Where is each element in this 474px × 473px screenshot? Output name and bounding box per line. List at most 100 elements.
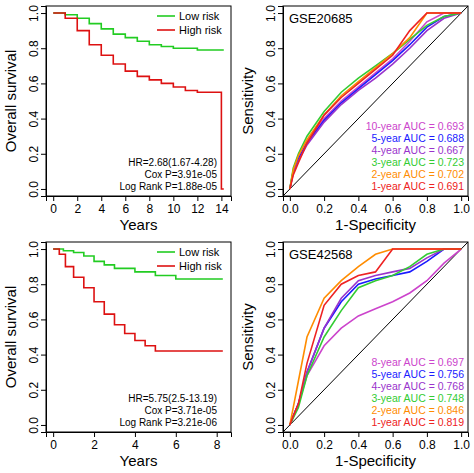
y-tick-label: 0.8 <box>27 40 41 57</box>
y-axis-title: Overall survival <box>2 50 19 153</box>
y-axis-line <box>278 243 284 433</box>
x-tick: 0 <box>50 432 57 452</box>
y-axis-title: Sensitivity <box>239 67 256 135</box>
x-tick-label: 0.6 <box>385 202 402 216</box>
x-tick-label: 14 <box>215 202 229 216</box>
legend-label: 3-year AUC = 0.723 <box>371 156 464 168</box>
x-tick-mark <box>176 432 177 437</box>
y-tick-mark <box>41 189 46 190</box>
x-tick: 12 <box>191 196 205 216</box>
legend-label: 5-year AUC = 0.688 <box>371 132 464 144</box>
x-tick: 4 <box>132 432 139 452</box>
y-tick-label: 0.0 <box>264 181 278 198</box>
x-tick-label: 0.4 <box>351 438 368 452</box>
y-tick-label: 0.6 <box>264 311 278 328</box>
x-tick: 4 <box>98 196 105 216</box>
x-tick-label: 0.8 <box>419 202 436 216</box>
y-tick-label: 1.0 <box>264 5 278 22</box>
x-axis-line <box>47 433 232 438</box>
reference-line <box>283 6 468 196</box>
y-tick-mark <box>278 189 283 190</box>
y-tick-label: 0.4 <box>264 110 278 127</box>
x-tick: 2 <box>91 432 98 452</box>
legend-label: 1-year AUC = 0.819 <box>371 416 464 428</box>
legend-swatch <box>157 29 175 31</box>
legend-label: 8-year AUC = 0.697 <box>371 356 464 368</box>
x-tick: 0.4 <box>351 432 368 452</box>
legend-label: 4-year AUC = 0.768 <box>371 380 464 392</box>
y-tick: 0.4 <box>27 110 46 127</box>
x-tick-mark <box>94 432 95 437</box>
y-tick: 0.0 <box>27 417 46 434</box>
y-tick: 0.0 <box>264 181 283 198</box>
x-tick-mark <box>427 196 428 201</box>
x-tick: 2 <box>74 196 81 216</box>
y-tick: 1.0 <box>27 241 46 258</box>
y-tick: 0.2 <box>27 382 46 399</box>
legend-swatch <box>157 15 175 17</box>
y-tick-mark <box>41 48 46 49</box>
y-tick-label: 0.6 <box>264 75 278 92</box>
x-tick: 8 <box>146 196 153 216</box>
x-tick: 0.6 <box>385 196 402 216</box>
legend-label: High risk <box>179 260 222 272</box>
x-tick-mark <box>461 432 462 437</box>
plot-area <box>283 6 468 196</box>
x-tick-mark <box>221 196 222 201</box>
legend-label: 10-year AUC = 0.693 <box>366 120 465 132</box>
x-tick-mark <box>77 196 78 201</box>
y-tick-label: 0.4 <box>27 346 41 363</box>
y-tick-label: 0.8 <box>264 276 278 293</box>
y-tick-mark <box>278 249 283 250</box>
x-axis-line <box>47 197 232 202</box>
panel: 0.00.20.40.60.81.00.00.20.40.60.81.01-Sp… <box>239 5 470 233</box>
y-tick: 1.0 <box>264 241 283 258</box>
x-tick: 0 <box>50 196 57 216</box>
x-tick: 0.2 <box>316 196 333 216</box>
y-tick-mark <box>41 284 46 285</box>
x-tick-mark <box>135 432 136 437</box>
y-tick: 0.2 <box>264 146 283 163</box>
x-tick: 6 <box>173 432 180 452</box>
y-tick-mark <box>278 13 283 14</box>
x-tick-label: 0 <box>50 202 57 216</box>
y-tick-mark <box>278 154 283 155</box>
y-tick-mark <box>41 13 46 14</box>
y-tick: 0.6 <box>264 75 283 92</box>
plot-frame <box>46 6 231 196</box>
x-axis-line <box>284 433 469 438</box>
x-tick: 14 <box>215 196 229 216</box>
x-tick-label: 2 <box>74 202 81 216</box>
annotation: Cox P=3.91e-05 <box>144 169 217 180</box>
y-axis: 0.0 0.2 0.4 0.6 0.8 1.0 <box>264 5 284 198</box>
y-axis: 0.00.20.40.60.81.0 <box>264 241 284 434</box>
x-axis: 0.00.20.40.60.81.0 <box>282 196 470 216</box>
x-tick-mark <box>53 196 54 201</box>
y-tick-mark <box>41 390 46 391</box>
x-axis-line <box>284 197 469 202</box>
x-tick-mark <box>53 432 54 437</box>
x-tick-label: 0.0 <box>282 202 299 216</box>
x-tick: 8 <box>214 432 221 452</box>
x-tick-label: 8 <box>146 202 153 216</box>
y-axis-title: Sensitivity <box>239 303 256 371</box>
y-tick-label: 0.2 <box>264 146 278 163</box>
x-tick: 0.0 <box>282 196 299 216</box>
panel: 0.00.20.40.60.81.00.00.20.40.60.81.01-Sp… <box>239 241 470 469</box>
x-tick-mark <box>393 432 394 437</box>
y-tick: 0.8 <box>27 40 46 57</box>
legend: Low riskHigh risk <box>157 10 222 36</box>
y-tick-mark <box>278 48 283 49</box>
x-tick-label: 8 <box>214 438 221 452</box>
series-line <box>53 249 223 351</box>
legend-label: 5-year AUC = 0.756 <box>371 368 464 380</box>
x-tick-label: 0.2 <box>316 438 333 452</box>
y-tick-mark <box>278 284 283 285</box>
y-tick-label: 0.8 <box>264 40 278 57</box>
y-tick-label: 0.2 <box>27 146 41 163</box>
legend-label: 2-year AUC = 0.846 <box>371 404 464 416</box>
x-tick-label: 2 <box>91 438 98 452</box>
y-tick-mark <box>41 425 46 426</box>
x-tick-label: 4 <box>98 202 105 216</box>
x-tick-mark <box>358 196 359 201</box>
